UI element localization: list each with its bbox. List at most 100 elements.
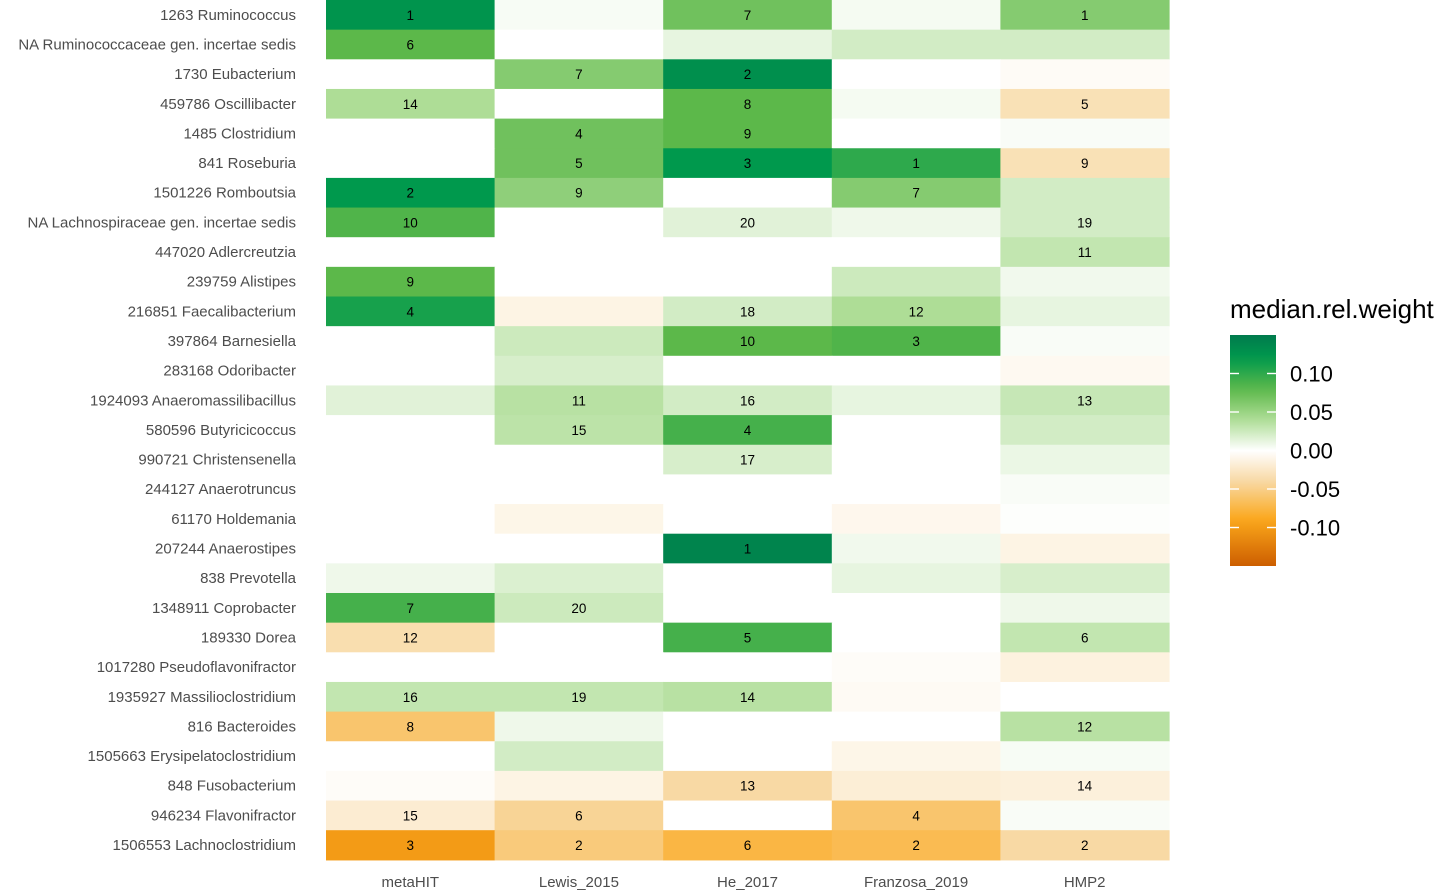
row-label-189330-dorea: 189330 Dorea	[201, 629, 297, 646]
cell-rank-label: 3	[912, 334, 920, 349]
cell-rank-label: 15	[403, 808, 418, 823]
cell-rank-label: 7	[744, 8, 752, 23]
row-label-459786-oscillibacter: 459786 Oscillibacter	[160, 96, 296, 113]
cell-rank-label: 15	[571, 423, 586, 438]
cell-rank-label: 4	[744, 423, 752, 438]
row-label-61170-holdemania: 61170 Holdemania	[171, 511, 296, 528]
cell-rank-label: 5	[575, 156, 583, 171]
heatmap-cell-283168-odoribacter-metahit	[326, 355, 496, 387]
column-labels: metaHIT Lewis_2015 He_2017 Franzosa_2019 HMP…	[382, 874, 1106, 890]
row-label-na-lachnospiraceae-gen-incertae-sedis: NA Lachnospiraceae gen. incertae sedis	[27, 214, 296, 231]
heatmap-cell-459786-oscillibacter-he-2017	[663, 88, 833, 120]
heatmap-cell-848-fusobacterium-lewis-2015	[494, 770, 664, 802]
heatmap-cell-459786-oscillibacter-franzosa-2019	[831, 88, 1001, 120]
heatmap-cell-990721-christensenella-metahit	[326, 444, 496, 475]
heatmap-cell-1935927-massilioclostridium-metahit	[326, 681, 496, 713]
row-label-239759-alistipes: 239759 Alistipes	[187, 274, 296, 291]
heatmap-cell-841-roseburia-he-2017	[663, 148, 833, 179]
row-label-1506553-lachnoclostridium: 1506553 Lachnoclostridium	[113, 837, 296, 854]
cell-rank-label: 11	[572, 393, 586, 408]
heatmap-cell-61170-holdemania-franzosa-2019	[831, 504, 1001, 535]
heatmap-cell-1485-clostridium-he-2017	[663, 118, 833, 149]
heatmap-cell-447020-adlercreutzia-he-2017	[663, 237, 833, 268]
cell-rank-label: 14	[740, 690, 756, 705]
heatmap-cell-1485-clostridium-metahit	[326, 118, 496, 149]
heatmap-cell-397864-barnesiella-hmp2	[1000, 326, 1170, 357]
heatmap-cell-207244-anaerostipes-lewis-2015	[494, 533, 664, 564]
color-legend: median.rel.weight 0.10 0.05 0.00 -0.05 -0.10	[1230, 294, 1435, 566]
row-label-841-roseburia: 841 Roseburia	[198, 155, 296, 172]
cell-rank-label: 7	[912, 186, 920, 201]
row-label-580596-butyricicoccus: 580596 Butyricicoccus	[146, 422, 296, 439]
heatmap-cell-207244-anaerostipes-hmp2	[1000, 533, 1170, 564]
heatmap-cell-1263-ruminococcus-he-2017	[663, 0, 833, 31]
column-label-franzosa-2019: Franzosa_2019	[864, 874, 968, 890]
row-label-1017280-pseudoflavonifractor: 1017280 Pseudoflavonifractor	[97, 659, 296, 676]
row-label-1348911-coprobacter: 1348911 Coprobacter	[152, 600, 296, 617]
heatmap-cell-239759-alistipes-franzosa-2019	[831, 266, 1001, 298]
cell-rank-label: 11	[1078, 245, 1092, 260]
cell-rank-label: 17	[740, 453, 755, 468]
cell-rank-label: 2	[575, 838, 583, 853]
legend-tick-label: -0.05	[1290, 477, 1340, 502]
cell-rank-label: 5	[1081, 97, 1089, 112]
heatmap-cell-1501226-romboutsia-hmp2	[1000, 177, 1170, 209]
cell-rank-label: 9	[1081, 156, 1089, 171]
cell-rank-label: 8	[744, 97, 752, 112]
heatmap-cell-1017280-pseudoflavonifractor-lewis-2015	[494, 652, 664, 683]
row-label-1501226-romboutsia: 1501226 Romboutsia	[153, 185, 296, 202]
heatmap-cell-1505663-erysipelatoclostridium-hmp2	[1000, 741, 1170, 772]
heatmap-cell-1485-clostridium-lewis-2015	[494, 118, 664, 149]
heatmap-cell-1348911-coprobacter-lewis-2015	[494, 593, 664, 624]
heatmap-cell-244127-anaerotruncus-franzosa-2019	[831, 474, 1001, 505]
row-label-1730-eubacterium: 1730 Eubacterium	[174, 66, 296, 83]
heatmap-cell-216851-faecalibacterium-franzosa-2019	[831, 296, 1001, 327]
row-label-1935927-massilioclostridium: 1935927 Massilioclostridium	[108, 689, 296, 706]
heatmap-cell-na-lachnospiraceae-gen-incertae-sedis-metahit	[326, 207, 496, 238]
heatmap-cell-1924093-anaeromassilibacillus-lewis-2015	[494, 385, 664, 416]
heatmap-cell-816-bacteroides-metahit	[326, 711, 496, 742]
heatmap-cell-189330-dorea-metahit	[326, 622, 496, 653]
cell-rank-label: 3	[407, 838, 415, 853]
heatmap-cell-580596-butyricicoccus-metahit	[326, 415, 496, 446]
heatmap-cell-946234-flavonifractor-he-2017	[663, 800, 833, 831]
cell-rank-label: 12	[909, 304, 924, 319]
heatmap-cell-1505663-erysipelatoclostridium-franzosa-2019	[831, 741, 1001, 772]
heatmap-cell-841-roseburia-metahit	[326, 148, 496, 179]
heatmap-cell-1730-eubacterium-franzosa-2019	[831, 59, 1001, 90]
cell-rank-label: 14	[1077, 779, 1093, 794]
row-label-838-prevotella: 838 Prevotella	[200, 570, 297, 587]
heatmap-cell-990721-christensenella-lewis-2015	[494, 444, 664, 475]
heatmap-cell-1730-eubacterium-he-2017	[663, 59, 833, 90]
heatmap-cell-239759-alistipes-lewis-2015	[494, 266, 664, 298]
heatmap-cell-189330-dorea-lewis-2015	[494, 622, 664, 653]
cell-rank-label: 4	[575, 126, 583, 141]
heatmap-cell-841-roseburia-franzosa-2019	[831, 148, 1001, 179]
heatmap-cell-207244-anaerostipes-franzosa-2019	[831, 533, 1001, 564]
heatmap-cell-1017280-pseudoflavonifractor-franzosa-2019	[831, 652, 1001, 683]
cell-rank-label: 10	[403, 215, 418, 230]
heatmap-cell-1501226-romboutsia-franzosa-2019	[831, 177, 1001, 209]
row-labels: 1263 Ruminococcus NA Ruminococcaceae gen.…	[18, 7, 296, 854]
row-label-447020-adlercreutzia: 447020 Adlercreutzia	[155, 244, 297, 261]
legend-tick-label: 0.00	[1290, 439, 1333, 464]
heatmap-cell-244127-anaerotruncus-hmp2	[1000, 474, 1170, 505]
heatmap-cell-1505663-erysipelatoclostridium-metahit	[326, 741, 496, 772]
legend-tick-label: 0.05	[1290, 400, 1333, 425]
row-label-1924093-anaeromassilibacillus: 1924093 Anaeromassilibacillus	[90, 392, 296, 409]
heatmap-cell-1017280-pseudoflavonifractor-hmp2	[1000, 652, 1170, 683]
heatmap-cell-189330-dorea-hmp2	[1000, 622, 1170, 653]
heatmap-cell-397864-barnesiella-metahit	[326, 326, 496, 357]
heatmap-cell-244127-anaerotruncus-metahit	[326, 474, 496, 505]
heatmap-cell-1348911-coprobacter-he-2017	[663, 593, 833, 624]
cell-rank-label: 19	[1077, 215, 1092, 230]
row-label-1263-ruminococcus: 1263 Ruminococcus	[160, 7, 296, 24]
heatmap-cell-816-bacteroides-lewis-2015	[494, 711, 664, 742]
heatmap-cell-1935927-massilioclostridium-franzosa-2019	[831, 681, 1001, 713]
heatmap-cell-207244-anaerostipes-metahit	[326, 533, 496, 564]
cell-rank-label: 20	[740, 215, 755, 230]
column-label-he-2017: He_2017	[717, 874, 778, 890]
cell-rank-label: 13	[1077, 393, 1092, 408]
heatmap-cell-1924093-anaeromassilibacillus-hmp2	[1000, 385, 1170, 416]
